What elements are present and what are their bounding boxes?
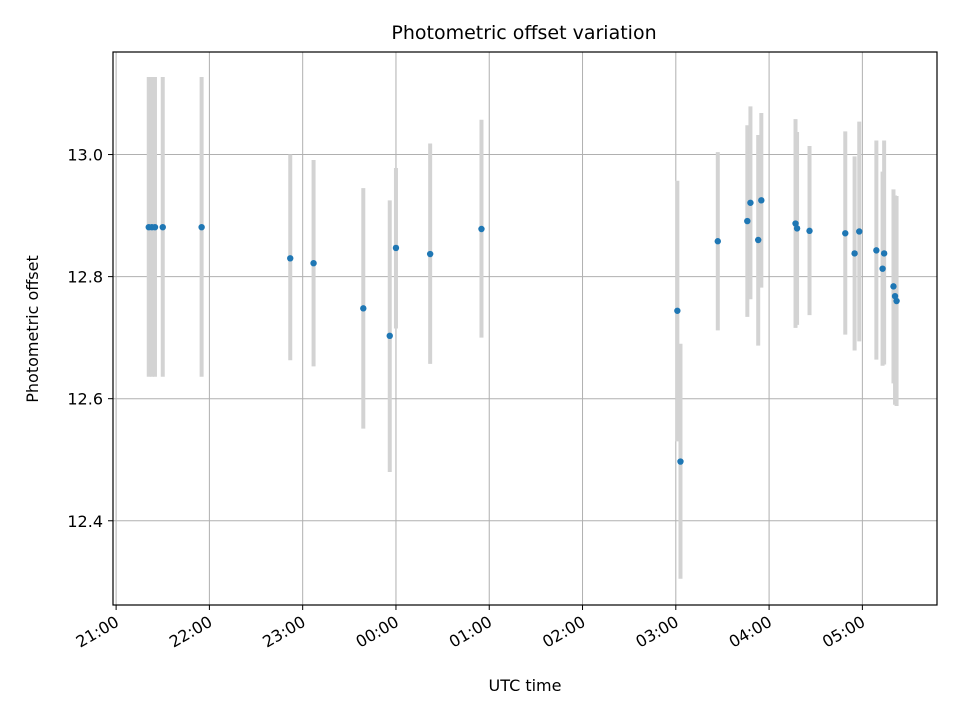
y-axis-title: Photometric offset [23,255,42,403]
data-point [893,297,900,305]
data-point [198,223,205,231]
data-point [714,238,721,245]
data-point [890,283,897,290]
data-point [386,332,393,340]
grid-lines [113,52,937,605]
data-point [758,197,765,204]
data-point [426,250,434,258]
data-point [851,250,858,257]
data-point [747,199,754,206]
chart-title: Photometric offset variation [391,22,656,44]
data-point [677,458,684,465]
data-point [755,236,762,244]
data-point [806,227,813,235]
data-point [478,225,485,233]
data-point [360,305,367,312]
plot-frame [112,51,938,606]
y-tick-label: 13.0 [67,146,103,165]
x-axis-title: UTC time [489,676,562,695]
data-point [310,259,317,267]
y-axis: 12.4 12.6 12.8 13.0 [67,146,113,531]
data-point [880,250,888,257]
data-point [793,225,801,232]
data-point [856,228,863,235]
y-tick-label: 12.6 [67,390,103,409]
data-point [879,265,886,272]
data-point [151,223,159,231]
point-series [145,197,900,465]
data-point [792,220,799,227]
data-point [873,247,880,254]
y-tick-label: 12.8 [67,268,103,287]
data-point [287,255,294,262]
data-point [891,292,899,300]
data-point [674,307,681,314]
y-tick-label: 12.4 [67,512,103,531]
data-point [842,230,849,237]
data-point [159,223,166,231]
data-point [392,244,400,252]
data-point [744,217,751,225]
